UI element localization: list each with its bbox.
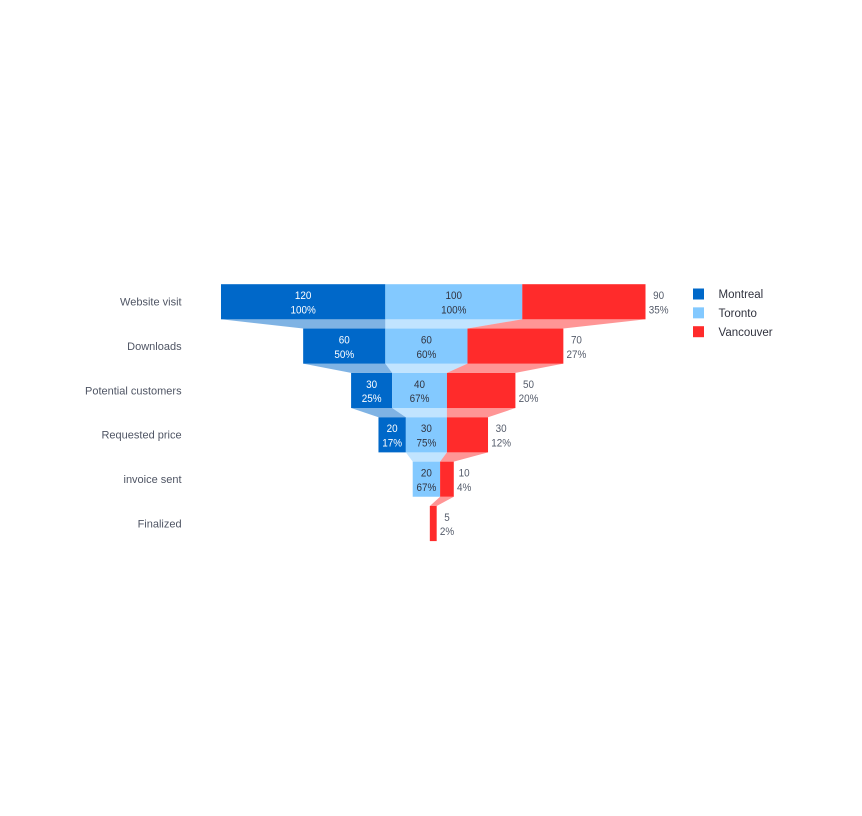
svg-text:67%: 67%: [417, 482, 437, 494]
svg-text:60: 60: [339, 334, 350, 346]
svg-text:Website visit: Website visit: [120, 297, 182, 309]
svg-text:70: 70: [571, 334, 582, 346]
svg-text:67%: 67%: [410, 393, 430, 405]
svg-text:75%: 75%: [417, 437, 437, 449]
svg-text:120: 120: [295, 290, 312, 302]
svg-text:50: 50: [523, 379, 534, 391]
svg-text:100%: 100%: [441, 304, 466, 316]
svg-text:20%: 20%: [519, 393, 539, 405]
svg-text:20: 20: [387, 423, 398, 435]
svg-text:2%: 2%: [440, 526, 454, 538]
svg-text:Finalized: Finalized: [138, 518, 182, 530]
svg-text:Vancouver: Vancouver: [719, 327, 773, 339]
svg-text:Toronto: Toronto: [719, 308, 757, 320]
svg-text:Requested price: Requested price: [101, 430, 181, 442]
svg-text:30: 30: [366, 379, 377, 391]
svg-text:invoice sent: invoice sent: [124, 474, 182, 486]
svg-text:5: 5: [444, 512, 450, 524]
svg-text:100: 100: [446, 290, 463, 302]
svg-text:Montreal: Montreal: [719, 289, 764, 301]
svg-text:60: 60: [421, 334, 432, 346]
svg-text:35%: 35%: [649, 304, 669, 316]
svg-text:25%: 25%: [362, 393, 382, 405]
svg-text:90: 90: [653, 290, 664, 302]
svg-text:10: 10: [459, 468, 470, 480]
svg-text:Potential customers: Potential customers: [85, 385, 182, 397]
svg-text:40: 40: [414, 379, 425, 391]
svg-text:50%: 50%: [334, 349, 354, 361]
svg-text:4%: 4%: [457, 482, 471, 494]
svg-text:30: 30: [496, 423, 507, 435]
svg-text:17%: 17%: [382, 437, 402, 449]
svg-text:12%: 12%: [491, 437, 511, 449]
svg-text:20: 20: [421, 468, 432, 480]
svg-text:100%: 100%: [291, 304, 316, 316]
svg-text:Downloads: Downloads: [127, 341, 182, 353]
svg-text:60%: 60%: [417, 349, 437, 361]
svg-text:30: 30: [421, 423, 432, 435]
svg-text:27%: 27%: [567, 349, 587, 361]
